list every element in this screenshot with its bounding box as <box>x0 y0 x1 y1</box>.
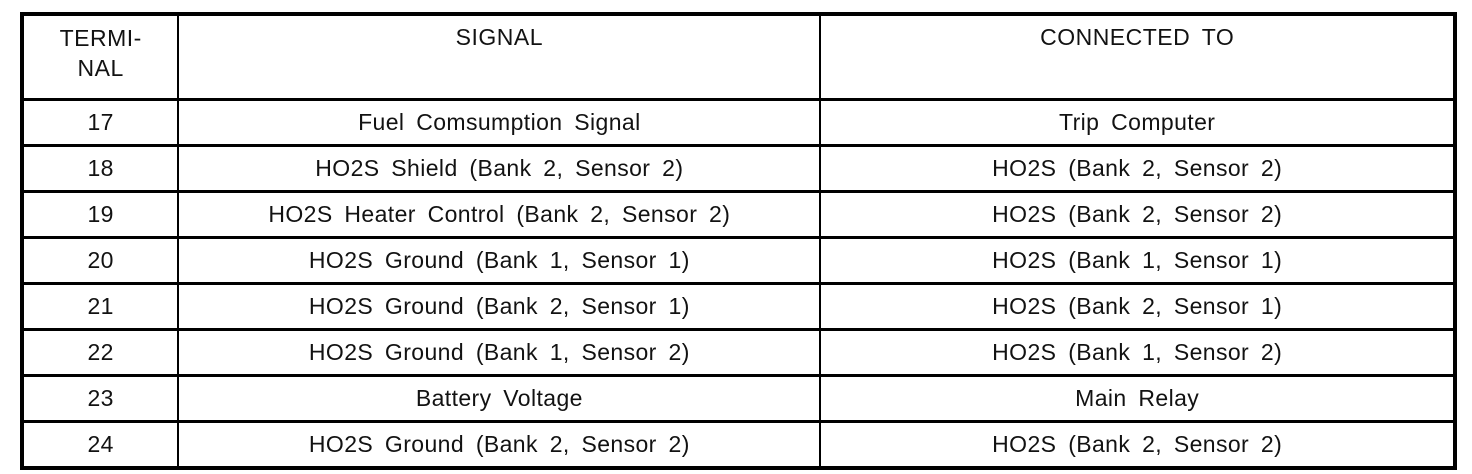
signal-cell: HO2S Ground (Bank 1, Sensor 1) <box>177 236 822 285</box>
header-connected-to: CONNECTED TO <box>819 12 1456 101</box>
table-row: 19 HO2S Heater Control (Bank 2, Sensor 2… <box>20 190 1456 239</box>
terminal-cell: 17 <box>20 98 180 147</box>
connected-to-cell: HO2S (Bank 1, Sensor 2) <box>819 328 1456 377</box>
header-row: TERMI- NAL SIGNAL CONNECTED TO <box>20 12 1456 101</box>
table-row: 21 HO2S Ground (Bank 2, Sensor 1) HO2S (… <box>20 282 1456 331</box>
connected-to-cell: HO2S (Bank 2, Sensor 2) <box>819 420 1456 470</box>
signal-cell: HO2S Shield (Bank 2, Sensor 2) <box>177 144 822 193</box>
table-row: 22 HO2S Ground (Bank 1, Sensor 2) HO2S (… <box>20 328 1456 377</box>
terminal-cell: 18 <box>20 144 180 193</box>
connected-to-cell: HO2S (Bank 2, Sensor 1) <box>819 282 1456 331</box>
table-row: 18 HO2S Shield (Bank 2, Sensor 2) HO2S (… <box>20 144 1456 193</box>
signal-cell: Fuel Comsumption Signal <box>177 98 822 147</box>
signal-cell: HO2S Ground (Bank 1, Sensor 2) <box>177 328 822 377</box>
header-terminal-line1: TERMI- <box>59 25 142 51</box>
signal-cell: HO2S Heater Control (Bank 2, Sensor 2) <box>177 190 822 239</box>
terminal-cell: 22 <box>20 328 180 377</box>
header-signal: SIGNAL <box>177 12 822 101</box>
signal-cell: HO2S Ground (Bank 2, Sensor 1) <box>177 282 822 331</box>
terminal-pinout-table: TERMI- NAL SIGNAL CONNECTED TO 17 Fuel C… <box>20 12 1457 470</box>
terminal-cell: 24 <box>20 420 180 470</box>
connected-to-cell: HO2S (Bank 2, Sensor 2) <box>819 190 1456 239</box>
signal-cell: Battery Voltage <box>177 374 822 423</box>
connected-to-cell: HO2S (Bank 2, Sensor 2) <box>819 144 1456 193</box>
table-row: 20 HO2S Ground (Bank 1, Sensor 1) HO2S (… <box>20 236 1456 285</box>
terminal-cell: 20 <box>20 236 180 285</box>
table-row: 24 HO2S Ground (Bank 2, Sensor 2) HO2S (… <box>20 420 1456 470</box>
connected-to-cell: HO2S (Bank 1, Sensor 1) <box>819 236 1456 285</box>
table-row: 17 Fuel Comsumption Signal Trip Computer <box>20 98 1456 147</box>
header-terminal: TERMI- NAL <box>20 12 180 101</box>
signal-cell: HO2S Ground (Bank 2, Sensor 2) <box>177 420 822 470</box>
terminal-cell: 19 <box>20 190 180 239</box>
header-terminal-line2: NAL <box>77 54 124 81</box>
connected-to-cell: Trip Computer <box>819 98 1456 147</box>
table-row: 23 Battery Voltage Main Relay <box>20 374 1456 423</box>
connected-to-cell: Main Relay <box>819 374 1456 423</box>
terminal-cell: 21 <box>20 282 180 331</box>
terminal-cell: 23 <box>20 374 180 423</box>
